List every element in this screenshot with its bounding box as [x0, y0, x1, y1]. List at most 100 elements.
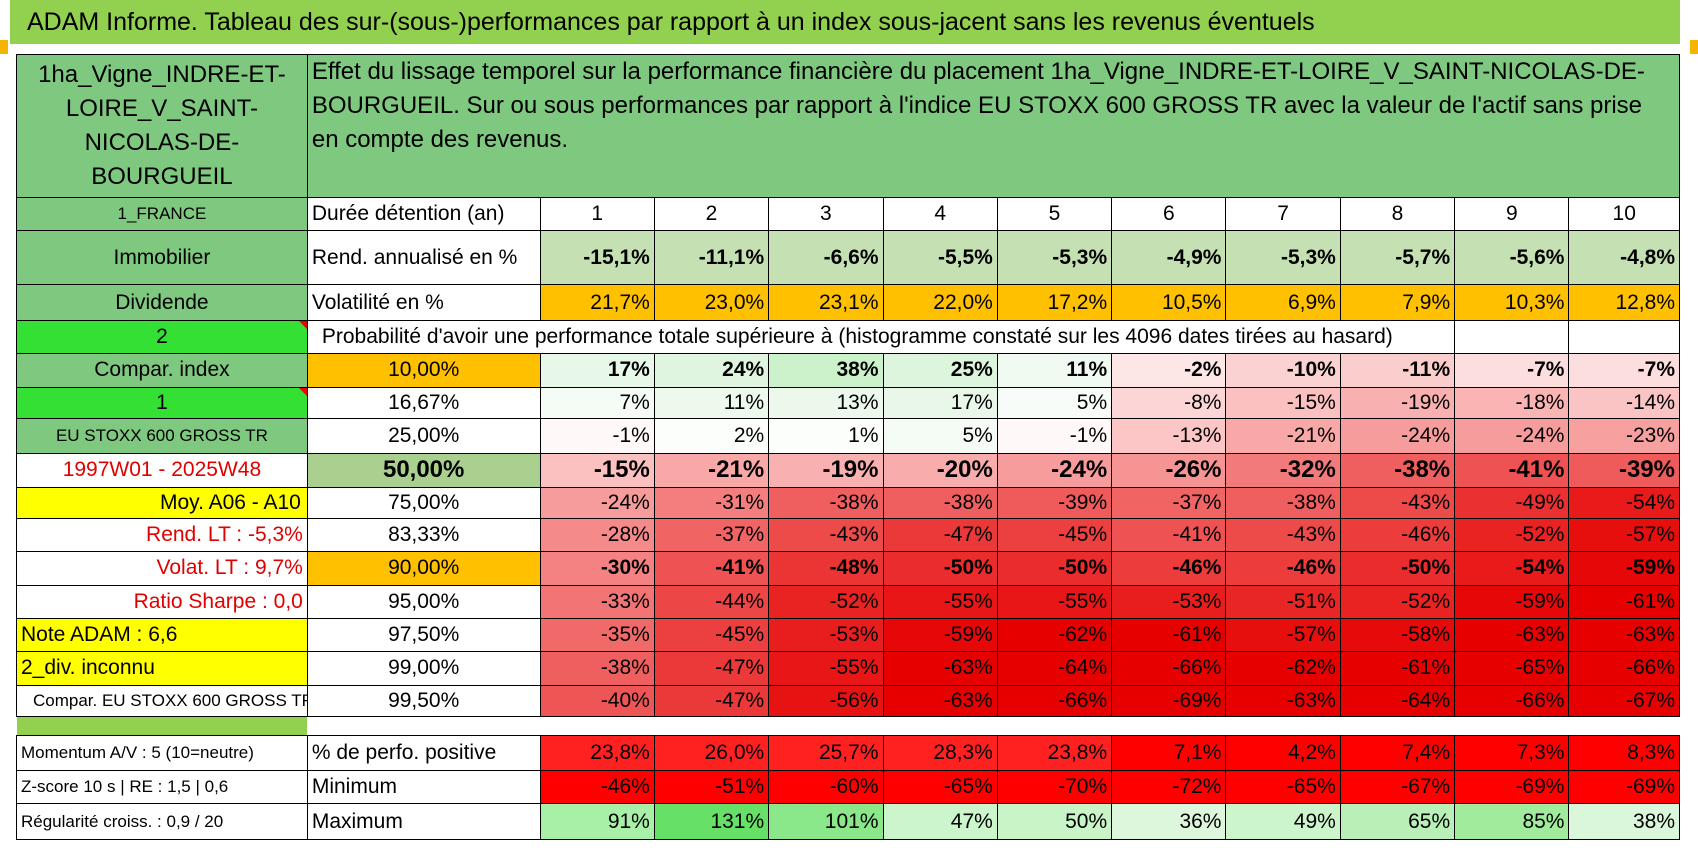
revenue-kind: Dividende	[16, 284, 308, 321]
return-value: -4,8%	[1568, 230, 1680, 286]
country: 1_FRANCE	[16, 196, 308, 232]
probability-value: -47%	[653, 651, 770, 686]
probability-value: -62%	[1225, 651, 1341, 686]
probability-value: -54%	[1454, 551, 1570, 586]
maximum-value: 49%	[1225, 803, 1341, 840]
probability-value: 2%	[653, 417, 770, 455]
index-comparison: Compar. EU STOXX 600 GROSS TR	[16, 684, 308, 717]
return-value: -5,6%	[1454, 230, 1570, 286]
probability-row: Compar. EU STOXX 600 GROSS TR 99,50% -40% -…	[16, 684, 1680, 717]
probability-value: -56%	[768, 684, 884, 717]
probability-value: -15%	[539, 453, 655, 488]
threshold: 10,00%	[306, 353, 541, 388]
duration-row: 1_FRANCE Durée détention (an) 1 2 3 4 5 6 7 8 9 10	[16, 196, 1680, 232]
positive-value: 7,4%	[1339, 734, 1456, 772]
probability-title: Probabilité d'avoir une performance tota…	[306, 319, 1456, 355]
left-edge-marker	[0, 40, 8, 54]
long-term-return: Rend. LT : -5,3%	[16, 517, 308, 553]
probability-value: -31%	[653, 486, 770, 519]
minimum-value: -65%	[882, 770, 998, 805]
probability-value: -45%	[996, 517, 1113, 553]
probability-row: EU STOXX 600 GROSS TR 25,00% -1% 2% 1% 5% -1% -…	[16, 417, 1680, 455]
return-value: -4,9%	[1111, 230, 1227, 286]
probability-value: -37%	[1111, 486, 1227, 519]
probability-value: -46%	[1225, 551, 1341, 586]
probability-value: -64%	[1339, 684, 1456, 717]
minimum-value: -69%	[1454, 770, 1570, 805]
volatility-value: 23,1%	[768, 284, 884, 321]
volatility-value: 10,5%	[1111, 284, 1227, 321]
volatility-row: Dividende Volatilité en % 21,7% 23,0% 23,1% 2…	[16, 284, 1680, 321]
probability-value: -41%	[1454, 453, 1570, 488]
return-value: -5,3%	[996, 230, 1113, 286]
performance-table: 1ha_Vigne_INDRE-ET-LOIRE_V_SAINT-NICOLAS…	[16, 54, 1681, 840]
threshold: 50,00%	[306, 453, 541, 488]
return-value: -11,1%	[653, 230, 770, 286]
z-score: Z-score 10 s | RE : 1,5 | 0,6	[16, 770, 308, 805]
maximum-value: 50%	[996, 803, 1113, 840]
positive-value: 25,7%	[768, 734, 884, 772]
probability-value: -45%	[653, 617, 770, 653]
minimum-value: -65%	[1225, 770, 1341, 805]
long-term-volatility: Volat. LT : 9,7%	[16, 551, 308, 586]
right-edge-marker	[1690, 40, 1698, 54]
probability-value: 13%	[768, 386, 884, 419]
probability-value: -67%	[1568, 684, 1680, 717]
probability-row: 1 16,67% 7% 11% 13% 17% 5% -8% -15% -19% -18% -14%	[16, 386, 1680, 419]
year-header: 10	[1568, 196, 1680, 232]
description: Effet du lissage temporel sur la perform…	[306, 54, 1681, 198]
probability-value: -48%	[768, 551, 884, 586]
probability-value: 11%	[653, 386, 770, 419]
positive-value: 28,3%	[882, 734, 998, 772]
probability-value: -57%	[1225, 617, 1341, 653]
positive-label: % de perfo. positive	[306, 734, 541, 772]
probability-value: 25%	[882, 353, 998, 388]
probability-value: -61%	[1339, 651, 1456, 686]
probability-value: -52%	[768, 584, 884, 619]
maximum-label: Maximum	[306, 803, 541, 840]
probability-title-row: 2 Probabilité d'avoir une performance tot…	[16, 319, 1680, 355]
minimum-row: Z-score 10 s | RE : 1,5 | 0,6 Minimum -46%…	[16, 770, 1680, 805]
threshold: 95,00%	[306, 584, 541, 619]
probability-value: -63%	[882, 684, 998, 717]
regularity: Régularité croiss. : 0,9 / 20	[16, 803, 308, 840]
return-row: Immobilier Rend. annualisé en % -15,1% -11,…	[16, 230, 1680, 286]
probability-value: 38%	[768, 353, 884, 388]
probability-value: -62%	[996, 617, 1113, 653]
probability-value: -43%	[1225, 517, 1341, 553]
compar-label: Compar. index	[16, 353, 308, 388]
probability-value: -38%	[768, 486, 884, 519]
probability-value: -41%	[653, 551, 770, 586]
year-header: 2	[653, 196, 770, 232]
probability-value: -28%	[539, 517, 655, 553]
probability-value: -65%	[1454, 651, 1570, 686]
probability-value: -19%	[768, 453, 884, 488]
probability-value: -13%	[1111, 417, 1227, 455]
probability-value: -63%	[1568, 617, 1680, 653]
probability-value: -66%	[996, 684, 1113, 717]
volatility-label: Volatilité en %	[306, 284, 541, 321]
probability-value: -18%	[1454, 386, 1570, 419]
probability-value: -66%	[1568, 651, 1680, 686]
probability-value: -50%	[1339, 551, 1456, 586]
probability-row: Ratio Sharpe : 0,0 95,00% -33% -44% -52% -55%…	[16, 584, 1680, 619]
probability-value: -44%	[653, 584, 770, 619]
probability-value: -2%	[1111, 353, 1227, 388]
probability-row: 2_div. inconnu 99,00% -38% -47% -55% -63% -64%…	[16, 651, 1680, 686]
probability-value: -7%	[1454, 353, 1570, 388]
volatility-value: 17,2%	[996, 284, 1113, 321]
year-header: 6	[1111, 196, 1227, 232]
volatility-value: 21,7%	[539, 284, 655, 321]
positive-value: 23,8%	[996, 734, 1113, 772]
minimum-value: -70%	[996, 770, 1113, 805]
positive-value: 8,3%	[1568, 734, 1680, 772]
probability-value: -69%	[1111, 684, 1227, 717]
probability-value: 5%	[882, 417, 998, 455]
probability-value: -59%	[1454, 584, 1570, 619]
probability-row: Compar. index 10,00% 17% 24% 38% 25% 11% -2% -10…	[16, 353, 1680, 388]
asset-type: Immobilier	[16, 230, 308, 286]
spacer-green	[16, 716, 308, 736]
probability-value: -55%	[996, 584, 1113, 619]
probability-value: -20%	[882, 453, 998, 488]
probability-value: 17%	[882, 386, 998, 419]
